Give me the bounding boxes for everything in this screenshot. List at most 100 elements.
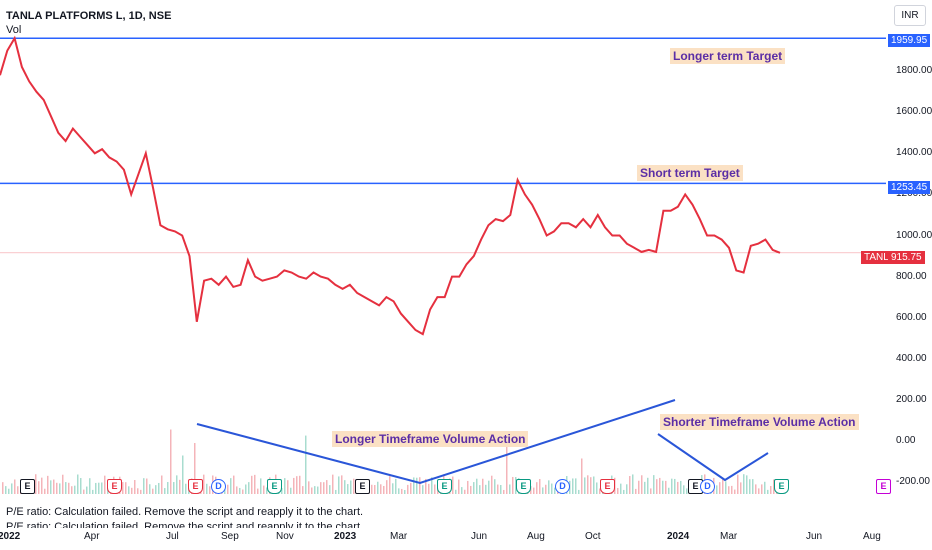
volume-bar xyxy=(620,483,622,494)
volume-bar xyxy=(662,480,664,494)
time-tick-label: 2024 xyxy=(667,531,690,542)
volume-bar xyxy=(482,478,484,494)
volume-bar xyxy=(764,481,766,494)
time-tick-label: Nov xyxy=(276,531,294,542)
volume-bar xyxy=(344,480,346,494)
volume-bar xyxy=(320,482,322,494)
time-tick-label: 2023 xyxy=(334,531,357,542)
earnings-marker[interactable]: E xyxy=(355,479,370,494)
earnings-marker[interactable]: E xyxy=(516,479,531,494)
volume-bar xyxy=(404,489,406,494)
volume-bar xyxy=(383,485,385,494)
volume-bar xyxy=(479,485,481,494)
volume-bar xyxy=(50,480,52,494)
volume-bar xyxy=(497,484,499,494)
time-tick-label: Jun xyxy=(806,531,823,542)
volume-bar xyxy=(326,480,328,494)
volume-bar xyxy=(341,475,343,494)
earnings-marker[interactable]: E xyxy=(600,479,615,494)
volume-bar xyxy=(302,486,304,494)
volume-bar xyxy=(155,485,157,494)
volume-bar xyxy=(752,479,754,494)
volume-bar xyxy=(539,479,541,494)
price-tick-label: 1800.00 xyxy=(896,65,932,77)
volume-bar xyxy=(137,488,139,494)
volume-bar xyxy=(593,476,595,494)
volume-bar xyxy=(131,487,133,494)
volume-bar xyxy=(83,489,85,494)
long-target-note[interactable]: Longer term Target xyxy=(670,48,786,64)
volume-bar xyxy=(335,489,337,494)
earnings-marker[interactable]: E xyxy=(267,479,282,494)
volume-bar xyxy=(128,486,130,494)
last-price-label: 915.75 xyxy=(888,251,925,264)
volume-bar xyxy=(317,486,319,494)
volume-bar xyxy=(731,485,733,494)
time-tick-label: Apr xyxy=(84,531,100,542)
price-series-line[interactable] xyxy=(0,35,781,336)
volume-bar xyxy=(227,484,229,494)
price-tick-label: 800.00 xyxy=(896,270,927,282)
volume-bar xyxy=(254,474,256,494)
short-target-note[interactable]: Short term Target xyxy=(637,165,743,181)
volume-bar xyxy=(680,480,682,494)
volume-bar xyxy=(488,480,490,494)
volume-bar xyxy=(329,485,331,494)
dividend-marker[interactable]: D xyxy=(700,479,715,494)
volume-bar xyxy=(2,482,4,494)
volume-bar xyxy=(533,487,535,494)
volume-bar xyxy=(428,483,430,494)
volume-bar xyxy=(257,488,259,494)
volume-bar xyxy=(371,484,373,494)
volume-bar xyxy=(164,488,166,494)
volume-bar xyxy=(419,477,421,494)
volume-bar xyxy=(629,476,631,494)
volume-bar xyxy=(170,429,172,494)
volume-bar xyxy=(410,482,412,494)
earnings-marker[interactable]: E xyxy=(437,479,452,494)
volume-bar xyxy=(740,482,742,494)
volume-bar xyxy=(248,482,250,494)
volume-bar xyxy=(293,477,295,494)
volume-bar xyxy=(770,486,772,494)
volume-bar xyxy=(674,478,676,494)
currency-selector[interactable]: INR xyxy=(894,5,926,26)
long-volume-trendline[interactable] xyxy=(196,399,676,485)
volume-bar xyxy=(491,475,493,494)
volume-bar xyxy=(485,484,487,494)
dividend-marker[interactable]: D xyxy=(211,479,226,494)
volume-bar xyxy=(44,488,46,494)
volume-bar xyxy=(308,481,310,494)
volume-bar xyxy=(749,479,751,494)
short-volume-note[interactable]: Shorter Timeframe Volume Action xyxy=(660,414,859,430)
volume-bar xyxy=(599,488,601,494)
price-tick-label: 200.00 xyxy=(896,393,927,405)
short-volume-trendline[interactable] xyxy=(657,433,769,482)
earnings-marker[interactable]: E xyxy=(876,479,891,494)
long-volume-note[interactable]: Longer Timeframe Volume Action xyxy=(332,431,529,447)
price-tick-label: 600.00 xyxy=(896,311,927,323)
pe-error-message: P/E ratio: Calculation failed. Remove th… xyxy=(6,506,364,518)
volume-bar xyxy=(725,481,727,494)
price-tick-label: 1000.00 xyxy=(896,229,932,241)
volume-bar xyxy=(677,481,679,494)
volume-bar xyxy=(530,485,532,494)
earnings-marker[interactable]: E xyxy=(188,479,203,494)
volume-bar xyxy=(590,477,592,494)
volume-bar xyxy=(158,482,160,494)
volume-bar xyxy=(314,486,316,494)
dividend-marker[interactable]: D xyxy=(555,479,570,494)
volume-bar xyxy=(230,478,232,494)
volume-bar xyxy=(584,477,586,494)
earnings-marker[interactable]: E xyxy=(107,479,122,494)
volume-bar xyxy=(104,475,106,494)
earnings-marker[interactable]: E xyxy=(20,479,35,494)
volume-bar xyxy=(185,483,187,494)
earnings-marker[interactable]: E xyxy=(774,479,789,494)
volume-bar xyxy=(767,489,769,494)
volume-bar xyxy=(458,479,460,494)
volume-bar xyxy=(149,484,151,494)
volume-bar xyxy=(455,489,457,494)
volume-bar xyxy=(653,475,655,494)
